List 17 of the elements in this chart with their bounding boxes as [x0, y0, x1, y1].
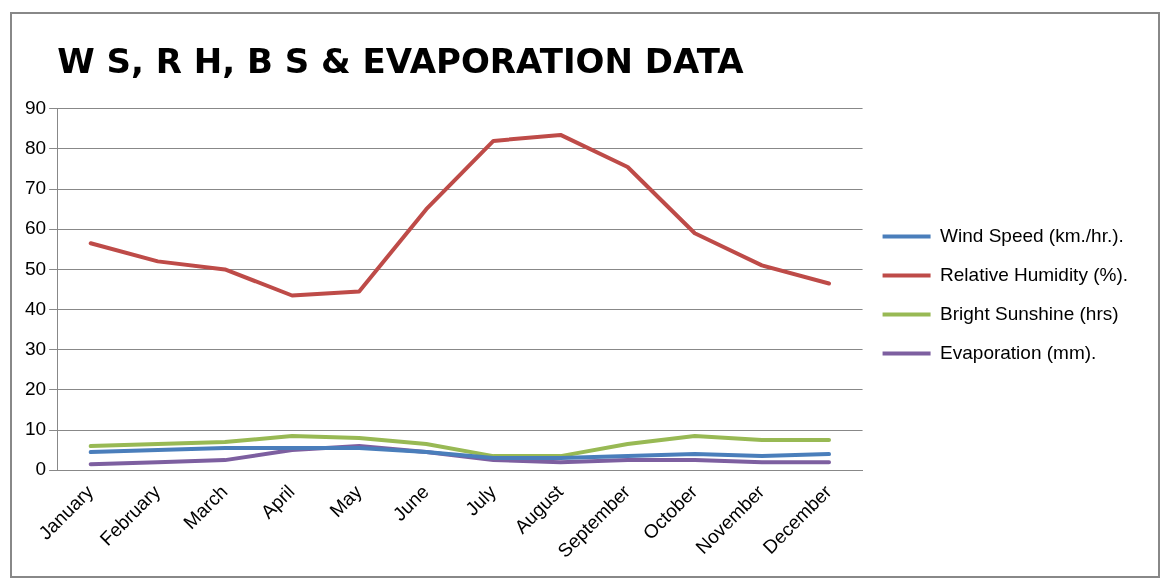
x-tick-label: May — [325, 480, 367, 522]
y-tick-label: 0 — [35, 458, 47, 480]
y-tick-label: 10 — [24, 418, 47, 440]
y-tick-label: 60 — [24, 217, 47, 239]
y-tick-label: 20 — [24, 378, 47, 400]
y-tick-label: 90 — [24, 97, 47, 119]
legend-label: Wind Speed (km./hr.). — [940, 224, 1124, 246]
chart-title: W S, R H, B S & EVAPORATION DATA — [57, 41, 745, 82]
x-tick-label: July — [461, 480, 501, 520]
legend-label: Relative Humidity (%). — [940, 263, 1129, 285]
y-tick-label: 30 — [24, 337, 47, 359]
legend-label: Bright Sunshine (hrs) — [940, 302, 1119, 324]
y-tick-label: 70 — [24, 177, 47, 199]
legend-label: Evaporation (mm). — [940, 341, 1097, 363]
y-tick-label: 50 — [24, 257, 47, 279]
y-tick-label: 80 — [24, 137, 47, 159]
y-tick-label: 40 — [24, 297, 47, 319]
